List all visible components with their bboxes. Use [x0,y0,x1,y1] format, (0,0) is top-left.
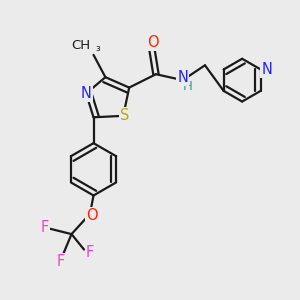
Text: N: N [81,86,92,101]
Text: N: N [261,62,272,77]
Text: S: S [120,108,129,123]
Text: F: F [41,220,49,235]
Text: O: O [147,34,159,50]
Text: N: N [177,70,188,85]
Text: F: F [57,254,65,269]
Text: O: O [86,208,98,223]
Text: H: H [183,80,193,93]
Text: ₃: ₃ [96,41,101,54]
Text: CH: CH [71,39,90,52]
Text: F: F [86,245,94,260]
